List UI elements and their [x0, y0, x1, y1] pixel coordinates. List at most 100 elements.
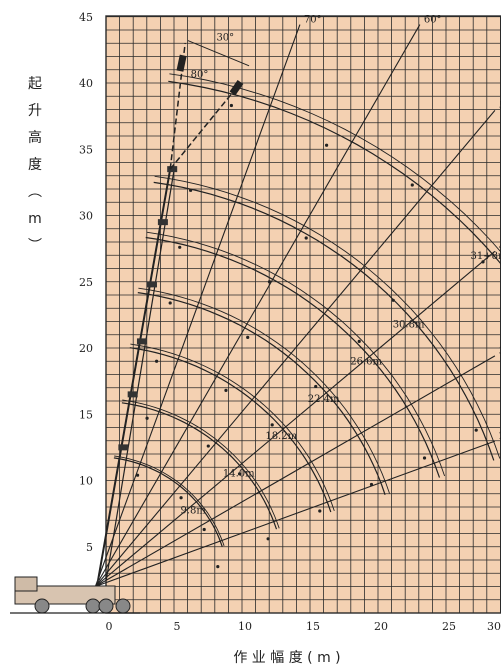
truck-cab — [14, 576, 38, 592]
boom-head — [157, 219, 168, 226]
angle-ray — [94, 24, 301, 587]
jib-head-offset — [229, 80, 244, 96]
x-tick-label: 10 — [238, 620, 252, 633]
boom-length-label: 26.6m — [350, 357, 382, 368]
data-point — [224, 388, 228, 392]
boom-head — [146, 281, 157, 288]
boom-edge — [105, 169, 175, 580]
boom-radius-arc — [145, 236, 441, 478]
data-point — [369, 482, 374, 487]
data-point — [229, 103, 233, 108]
x-tick-label: 30 — [487, 620, 501, 633]
boom-radius-arc-outer — [138, 287, 390, 494]
boom-radius-arc — [113, 457, 223, 547]
boom-length-label: 18.2m — [265, 431, 297, 442]
boom-radius-arc-outer — [146, 231, 446, 477]
data-point — [135, 473, 140, 477]
boom-radius-arc — [153, 181, 495, 461]
data-point — [168, 301, 172, 305]
boom-radius-arc-outer — [114, 455, 225, 546]
angle-label: 20° — [499, 431, 501, 442]
y-axis-title-char: ︶ — [28, 238, 42, 254]
x-tick-label: 15 — [306, 620, 320, 633]
boom-head — [167, 166, 178, 173]
plot-frame — [105, 15, 501, 614]
angle-ray — [94, 24, 421, 587]
data-point — [179, 496, 183, 500]
y-axis-title-char: 高 — [28, 129, 42, 146]
y-axis-title-char: m — [28, 211, 42, 227]
angle-label: 70° — [304, 15, 322, 26]
jib-offset-angle: 30° — [216, 33, 234, 44]
data-point — [270, 423, 274, 427]
truck-wheel — [34, 598, 50, 614]
boom-length-label: 14.0m — [223, 468, 255, 479]
boom-radius-arc — [137, 292, 386, 495]
data-point — [246, 335, 250, 339]
boom-radius-arc-outer — [130, 343, 335, 512]
data-point — [189, 188, 193, 192]
y-axis-title-char: 起 — [28, 76, 42, 92]
boom-head — [127, 391, 138, 398]
angle-ray — [95, 250, 496, 587]
jib-boom-angle: 80° — [191, 70, 209, 81]
y-axis-title-char: 度 — [28, 157, 42, 173]
plot-background — [106, 16, 501, 613]
y-tick-label: 35 — [79, 143, 93, 156]
boom-radius-arc — [168, 80, 501, 265]
y-axis-title-char: ︵ — [28, 184, 42, 200]
jib-line — [169, 43, 186, 170]
angle-label: 40° — [499, 241, 501, 252]
angle-label: 30° — [499, 346, 501, 357]
data-point — [202, 527, 206, 532]
x-tick-label: 5 — [174, 620, 181, 633]
data-point — [474, 428, 478, 432]
data-point — [267, 280, 272, 284]
annotations: 30° 80° — [191, 33, 235, 81]
x-tick-label: 20 — [374, 620, 388, 633]
boom-radius-arc — [129, 347, 332, 513]
y-tick-label: 5 — [86, 541, 93, 554]
data-point — [325, 143, 329, 147]
grid-lines — [105, 15, 501, 614]
truck-wheel — [98, 598, 114, 614]
x-tick-label: 0 — [106, 620, 113, 633]
boom-radius-arc-outer — [154, 175, 501, 459]
data-point — [304, 236, 308, 240]
boom-head — [118, 444, 129, 451]
data-point — [237, 472, 242, 476]
truck-wheel — [85, 598, 101, 614]
jib-head — [176, 54, 187, 72]
boom-main — [97, 168, 172, 581]
radius-arcs: 9.8m 14.0m 18.2m 22.4m 26.6m 30.8m 31+8m — [113, 73, 501, 569]
boom-length-label: 31+8m — [471, 251, 501, 262]
data-point — [314, 384, 318, 389]
data-point — [481, 260, 485, 264]
boom-length-label: 30.8m — [393, 319, 425, 330]
data-point — [216, 565, 220, 569]
boom-radius-arc-outer — [122, 399, 280, 529]
angle-label: 60° — [424, 15, 442, 26]
boom-jib — [97, 40, 250, 581]
data-point — [422, 456, 427, 460]
y-tick-label: 10 — [79, 475, 93, 488]
y-tick-label: 40 — [79, 77, 93, 90]
y-tick-label: 30 — [79, 210, 93, 223]
boom-radius-arc-outer — [169, 73, 501, 253]
data-point — [178, 245, 182, 249]
data-point — [155, 359, 159, 363]
boom-head — [136, 338, 147, 345]
data-point — [206, 444, 210, 448]
angle-ray — [95, 355, 496, 587]
y-tick-label: 25 — [79, 276, 93, 289]
boom-radius-arc — [121, 402, 278, 530]
data-point — [145, 416, 149, 420]
crane-truck — [10, 576, 140, 614]
truck-wheel — [115, 598, 131, 614]
data-point — [410, 183, 414, 187]
x-tick-label: 25 — [442, 620, 456, 633]
angle-rays: 20° 30° 40° 50° 60° 70° — [94, 15, 501, 588]
y-tick-label: 15 — [79, 408, 93, 421]
angle-ray — [95, 440, 496, 588]
data-point — [318, 509, 322, 513]
